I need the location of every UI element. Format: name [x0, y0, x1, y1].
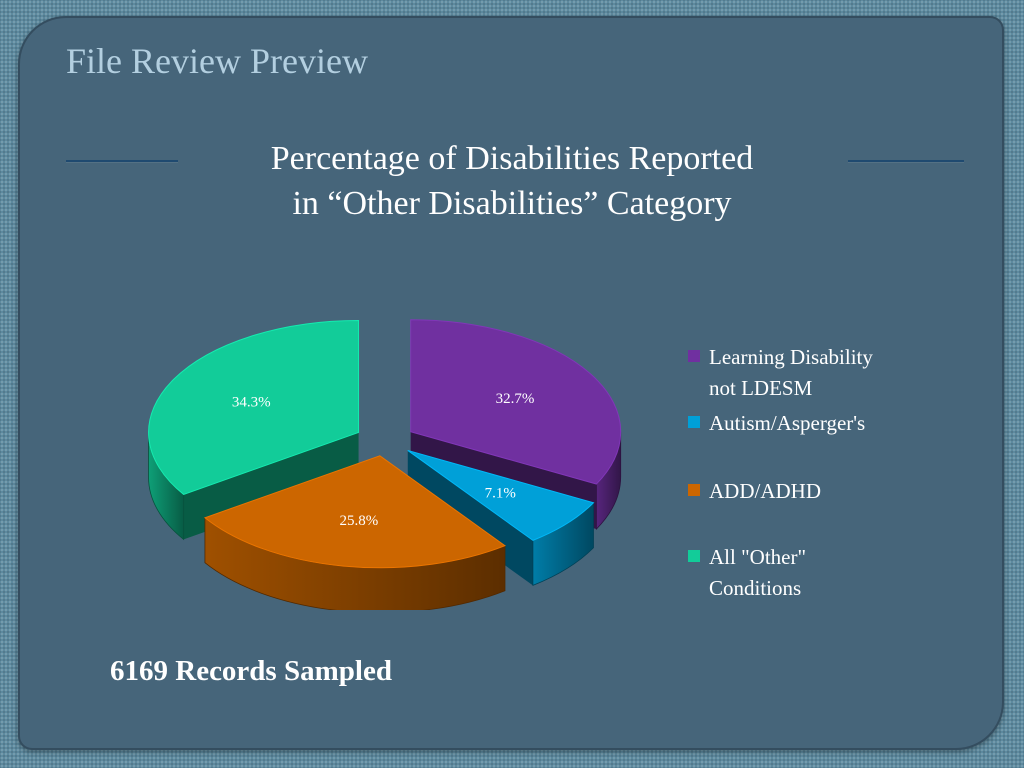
pie-chart: 32.7% 34.3% 7.1% 25.8% [148, 319, 622, 610]
chart-title-line-2: in “Other Disabilities” Category [292, 185, 732, 222]
legend-item-autism: Autism/Asperger's [688, 408, 865, 439]
pie-slice-add-adhd: 25.8% [203, 455, 507, 610]
pie-slice-top-other-conditions [148, 319, 360, 495]
pie-data-label-autism: 7.1% [485, 486, 516, 502]
legend-item-learning-disability: Learning Disability not LDESM [688, 342, 873, 404]
chart-title-backdrop [178, 136, 848, 228]
legend-item-other-conditions: All "Other" Conditions [688, 542, 806, 604]
legend-swatch-autism [688, 416, 700, 428]
pie-slice-top-autism [407, 449, 595, 541]
chart-title: Percentage of Disabilities Reported in “… [180, 136, 844, 226]
pie-data-label-add-adhd: 25.8% [340, 513, 379, 529]
legend-swatch-learning-disability [688, 350, 700, 362]
legend-swatch-add-adhd [688, 484, 700, 496]
records-sampled-note: 6169 Records Sampled [110, 655, 392, 687]
chart-title-line-1: Percentage of Disabilities Reported [270, 140, 754, 177]
pie-data-label-other-conditions: 34.3% [232, 395, 271, 411]
legend-label-add-adhd: ADD/ADHD [709, 479, 821, 503]
legend-label-learning-disability: Learning Disability not LDESM [709, 345, 873, 400]
slide-title: File Review Preview [66, 41, 368, 81]
pie-data-label-learning-disability: 32.7% [496, 391, 535, 407]
legend-label-other-conditions: All "Other" Conditions [709, 545, 807, 600]
pie-slice-top-add-adhd [203, 455, 507, 569]
legend-label-autism: Autism/Asperger's [709, 411, 866, 435]
pie-slice-top-learning-disability [410, 319, 622, 485]
legend-swatch-other-conditions [688, 550, 700, 562]
legend-item-add-adhd: ADD/ADHD [688, 476, 821, 507]
